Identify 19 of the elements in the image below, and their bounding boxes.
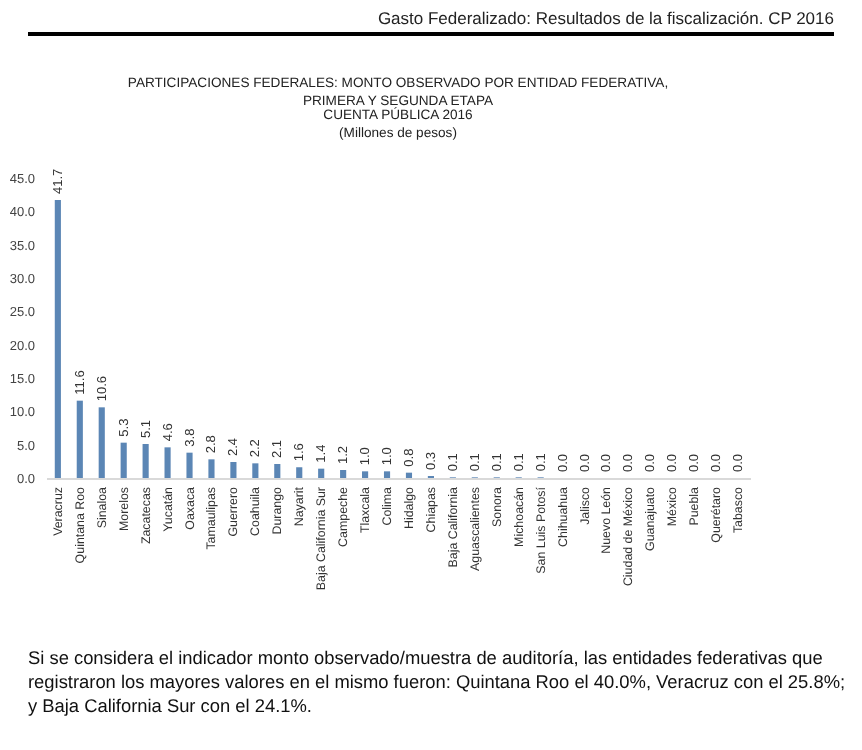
text: Gasto Federalizado: Resultados de la fiscalización. CP 2016 (375, 8, 834, 28)
bar (186, 452, 193, 478)
bar (54, 200, 61, 478)
bar (98, 407, 105, 478)
bar (252, 463, 259, 478)
bar (405, 472, 413, 478)
bar (340, 470, 347, 478)
bar (208, 459, 215, 478)
bar (318, 468, 325, 478)
bar (120, 442, 127, 478)
text: Si se considera el indicador monto observado/muestra de auditoría, las entidades federativas que registraron los mayores valores en el mismo fueron: Quintana Roo el 40.0%, Veracruz con el 25.8%; y Baja California Sur con el 24.1%. (28, 646, 846, 718)
bar (164, 447, 171, 478)
bar (383, 471, 391, 478)
bar (76, 400, 83, 478)
bar (142, 444, 149, 478)
bar (230, 462, 237, 478)
bar (296, 467, 303, 478)
bar (362, 471, 369, 478)
bar (274, 464, 281, 478)
